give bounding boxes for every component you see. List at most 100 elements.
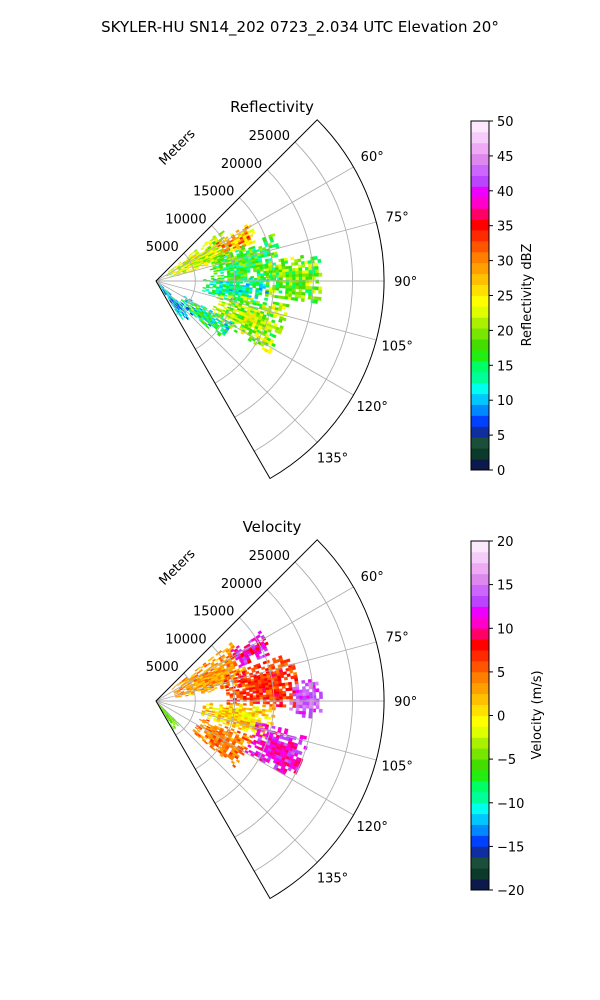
reflectivity-echo-cell: [240, 278, 245, 281]
reflectivity-echo-cell: [234, 321, 239, 325]
reflectivity-echo-cell: [213, 272, 218, 275]
reflectivity-echo-cell: [236, 281, 240, 284]
reflectivity-echo-cell: [302, 276, 306, 281]
reflectivity-echo-cell: [300, 261, 305, 265]
reflectivity-echo-cell: [298, 267, 303, 272]
reflectivity-colorbar-band: [471, 382, 489, 395]
reflectivity-echo-cell: [308, 269, 313, 274]
velocity-echo-cell: [288, 687, 293, 691]
reflectivity-echo-cell: [182, 314, 186, 319]
velocity-echo-cell: [299, 695, 303, 700]
figure-suptitle: SKYLER-HU SN14_202 0723_2.034 UTC Elevat…: [101, 18, 499, 37]
velocity-echo-cell: [282, 696, 287, 700]
reflectivity-azimuth-tick-label: 120°: [357, 400, 388, 415]
velocity-echo-cell: [279, 701, 284, 705]
reflectivity-colorbar-ticks: 0 5 10 15 20 25 30 35 40 45 50: [489, 115, 514, 479]
reflectivity-echo-cell: [288, 271, 293, 275]
velocity-echo-cell: [296, 701, 300, 706]
velocity-echo-cell: [261, 666, 266, 670]
reflectivity-echo-cell: [314, 266, 319, 271]
velocity-echo-cell: [309, 692, 313, 696]
velocity-echo-cell: [197, 666, 202, 670]
velocity-echo-cell: [264, 716, 269, 720]
velocity-echo-cell: [268, 689, 273, 693]
reflectivity-colorbar-band: [471, 393, 489, 405]
velocity-echo-cell: [262, 704, 266, 708]
reflectivity-echo-cell: [217, 274, 221, 277]
velocity-echo-cell: [210, 656, 215, 660]
reflectivity-colorbar-band: [471, 262, 489, 275]
velocity-echo-cell: [247, 666, 252, 670]
reflectivity-colorbar-tick-label: 0: [497, 464, 505, 479]
reflectivity-echo-cell: [284, 266, 289, 270]
reflectivity-echo-cell: [300, 254, 305, 259]
velocity-radial-tick-label: 15000: [193, 605, 234, 620]
reflectivity-echo-cell: [305, 273, 310, 277]
reflectivity-echo-cell: [211, 293, 216, 296]
velocity-echo-cell: [204, 740, 209, 745]
reflectivity-echo-cell: [274, 254, 279, 258]
reflectivity-colorbar-band: [471, 437, 489, 449]
reflectivity-echo-cell: [210, 275, 215, 278]
reflectivity-echo-cell: [315, 269, 319, 274]
velocity-echo-cell: [286, 673, 291, 678]
reflectivity-echo-cell: [298, 273, 303, 278]
reflectivity-echo-cell: [180, 316, 184, 320]
velocity-echo-cell: [301, 679, 306, 684]
velocity-echo-cell: [259, 692, 264, 696]
velocity-echo-cell: [272, 689, 277, 693]
velocity-colorbar-band: [471, 737, 489, 749]
velocity-echo-cell: [295, 692, 300, 697]
reflectivity-echo-cell: [229, 281, 234, 284]
velocity-echo-cell: [254, 714, 259, 718]
velocity-echo-cell: [229, 696, 234, 699]
velocity-echo-cell: [256, 692, 260, 696]
reflectivity-echo-cell: [301, 270, 306, 274]
velocity-echo-cell: [275, 704, 280, 708]
reflectivity-echo-cell: [209, 281, 214, 283]
reflectivity-echo-cell: [308, 279, 313, 284]
reflectivity-echo-cell: [243, 276, 248, 279]
reflectivity-echo-cell: [284, 260, 289, 264]
reflectivity-echo-cell: [305, 276, 310, 281]
velocity-echo-cell: [252, 706, 256, 709]
reflectivity-colorbar-band: [471, 448, 489, 460]
velocity-echo-layer: [158, 630, 323, 776]
reflectivity-echo-cell: [259, 268, 264, 272]
velocity-echo-cell: [230, 760, 236, 765]
velocity-echo-cell: [279, 693, 283, 697]
reflectivity-echo-cell: [222, 285, 227, 288]
reflectivity-echo-cell: [308, 266, 313, 271]
reflectivity-echo-cell: [302, 273, 306, 278]
velocity-echo-cell: [262, 694, 267, 698]
reflectivity-echo-cell: [209, 283, 214, 286]
reflectivity-echo-cell: [258, 285, 263, 289]
velocity-echo-cell: [302, 704, 307, 709]
velocity-azimuth-spoke: [155, 586, 354, 702]
velocity-echo-cell: [302, 708, 307, 712]
reflectivity-echo-cell: [278, 272, 283, 276]
reflectivity-echo-cell: [216, 282, 220, 285]
reflectivity-colorbar-band: [471, 219, 489, 231]
velocity-echo-cell: [269, 694, 274, 698]
reflectivity-echo-cell: [268, 270, 273, 274]
reflectivity-echo-cell: [283, 311, 288, 316]
velocity-echo-cell: [243, 703, 247, 706]
velocity-echo-cell: [315, 698, 320, 703]
reflectivity-echo-cell: [291, 291, 296, 295]
reflectivity-frame: [155, 119, 385, 480]
reflectivity-echo-cell: [278, 269, 283, 273]
reflectivity-echo-cell: [185, 268, 190, 271]
reflectivity-echo-cell: [246, 270, 251, 273]
reflectivity-echo-cell: [287, 296, 292, 301]
reflectivity-azimuth-tick-label: 105°: [382, 340, 413, 355]
velocity-colorbar-band: [471, 879, 489, 891]
reflectivity-echo-cell: [315, 279, 320, 284]
reflectivity-echo-cell: [315, 272, 319, 277]
velocity-colorbar-tick-label: 10: [497, 622, 514, 637]
reflectivity-colorbar-tick-label: 10: [497, 394, 514, 409]
reflectivity-echo-cell: [282, 271, 286, 275]
velocity-echo-cell: [298, 750, 303, 756]
velocity-colorbar-band: [471, 693, 489, 705]
reflectivity-echo-cell: [288, 291, 293, 295]
